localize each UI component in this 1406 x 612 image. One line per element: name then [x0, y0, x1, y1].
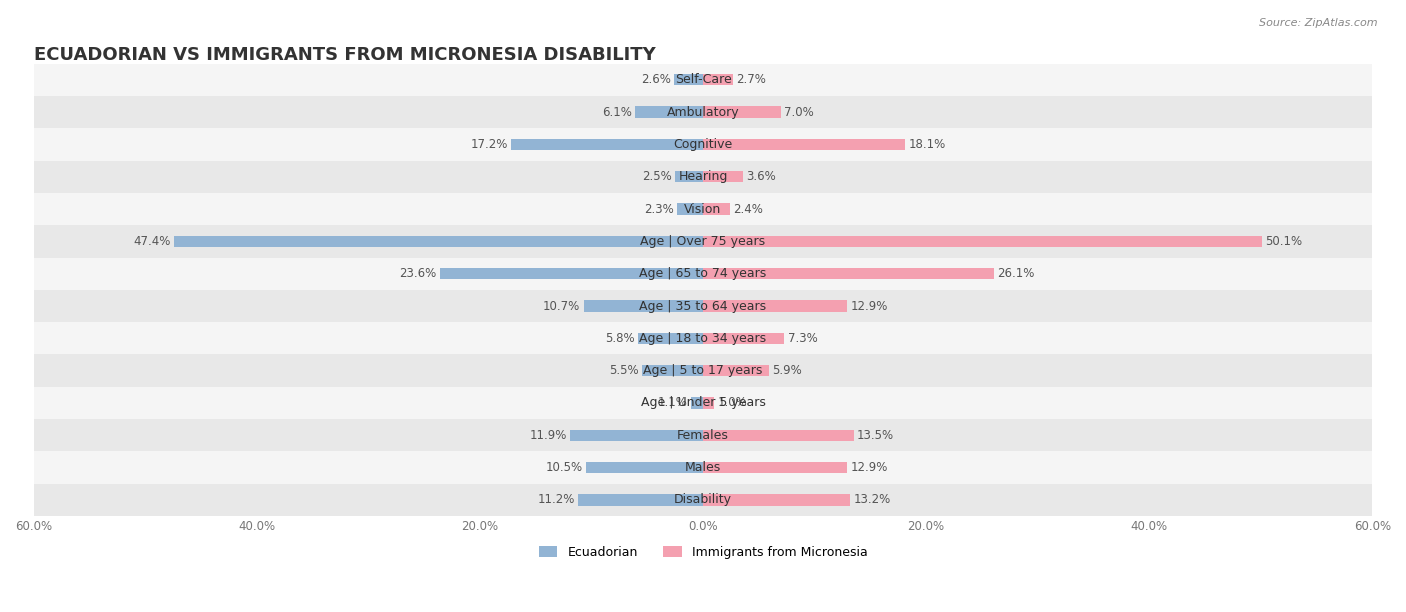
Bar: [578, 494, 703, 506]
Text: 2.5%: 2.5%: [643, 170, 672, 183]
Legend: Ecuadorian, Immigrants from Micronesia: Ecuadorian, Immigrants from Micronesia: [534, 541, 872, 564]
Bar: [34, 225, 1372, 258]
Text: Age | 18 to 34 years: Age | 18 to 34 years: [640, 332, 766, 345]
Bar: [34, 193, 1372, 225]
Text: 7.0%: 7.0%: [785, 106, 814, 119]
Bar: [34, 290, 1372, 322]
Bar: [703, 268, 994, 279]
Text: 50.1%: 50.1%: [1265, 235, 1302, 248]
Text: 11.9%: 11.9%: [530, 429, 567, 442]
Bar: [512, 139, 703, 150]
Text: Males: Males: [685, 461, 721, 474]
Bar: [703, 430, 853, 441]
Bar: [703, 300, 846, 312]
Text: 2.4%: 2.4%: [733, 203, 763, 215]
Bar: [34, 452, 1372, 483]
Bar: [703, 494, 851, 506]
Text: 2.7%: 2.7%: [737, 73, 766, 86]
Bar: [703, 333, 785, 344]
Text: 1.1%: 1.1%: [658, 397, 688, 409]
Text: 5.5%: 5.5%: [609, 364, 638, 377]
Bar: [34, 387, 1372, 419]
Bar: [34, 160, 1372, 193]
Bar: [690, 397, 703, 409]
Text: Hearing: Hearing: [678, 170, 728, 183]
Bar: [703, 74, 733, 86]
Bar: [586, 462, 703, 473]
Bar: [34, 322, 1372, 354]
Bar: [583, 300, 703, 312]
Bar: [703, 462, 846, 473]
Bar: [571, 430, 703, 441]
Bar: [34, 129, 1372, 160]
Text: 26.1%: 26.1%: [997, 267, 1035, 280]
Bar: [34, 419, 1372, 452]
Text: 13.5%: 13.5%: [858, 429, 894, 442]
Text: Age | Over 75 years: Age | Over 75 years: [641, 235, 765, 248]
Text: Ambulatory: Ambulatory: [666, 106, 740, 119]
Text: Age | 65 to 74 years: Age | 65 to 74 years: [640, 267, 766, 280]
Bar: [703, 397, 714, 409]
Text: Self-Care: Self-Care: [675, 73, 731, 86]
Text: 10.7%: 10.7%: [543, 299, 581, 313]
Bar: [675, 171, 703, 182]
Text: 47.4%: 47.4%: [134, 235, 170, 248]
Bar: [34, 258, 1372, 290]
Bar: [703, 365, 769, 376]
Text: 11.2%: 11.2%: [537, 493, 575, 507]
Bar: [641, 365, 703, 376]
Text: 7.3%: 7.3%: [787, 332, 817, 345]
Text: 5.9%: 5.9%: [772, 364, 801, 377]
Text: Age | 35 to 64 years: Age | 35 to 64 years: [640, 299, 766, 313]
Bar: [678, 203, 703, 215]
Bar: [703, 139, 905, 150]
Text: 2.6%: 2.6%: [641, 73, 671, 86]
Bar: [440, 268, 703, 279]
Text: 5.8%: 5.8%: [606, 332, 636, 345]
Text: Vision: Vision: [685, 203, 721, 215]
Bar: [34, 64, 1372, 96]
Text: Cognitive: Cognitive: [673, 138, 733, 151]
Text: 10.5%: 10.5%: [546, 461, 582, 474]
Text: 12.9%: 12.9%: [851, 299, 887, 313]
Bar: [636, 106, 703, 118]
Text: 17.2%: 17.2%: [471, 138, 508, 151]
Text: 3.6%: 3.6%: [747, 170, 776, 183]
Bar: [703, 171, 744, 182]
Text: 12.9%: 12.9%: [851, 461, 887, 474]
Bar: [34, 483, 1372, 516]
Text: Females: Females: [678, 429, 728, 442]
Bar: [34, 354, 1372, 387]
Text: Disability: Disability: [673, 493, 733, 507]
Bar: [673, 74, 703, 86]
Text: Age | 5 to 17 years: Age | 5 to 17 years: [644, 364, 762, 377]
Text: 13.2%: 13.2%: [853, 493, 891, 507]
Bar: [638, 333, 703, 344]
Bar: [34, 96, 1372, 129]
Text: 18.1%: 18.1%: [908, 138, 946, 151]
Bar: [703, 203, 730, 215]
Bar: [703, 236, 1263, 247]
Text: ECUADORIAN VS IMMIGRANTS FROM MICRONESIA DISABILITY: ECUADORIAN VS IMMIGRANTS FROM MICRONESIA…: [34, 46, 655, 64]
Text: Age | Under 5 years: Age | Under 5 years: [641, 397, 765, 409]
Text: 23.6%: 23.6%: [399, 267, 436, 280]
Text: 2.3%: 2.3%: [644, 203, 673, 215]
Text: Source: ZipAtlas.com: Source: ZipAtlas.com: [1260, 18, 1378, 28]
Bar: [174, 236, 703, 247]
Text: 6.1%: 6.1%: [602, 106, 631, 119]
Bar: [703, 106, 782, 118]
Text: 1.0%: 1.0%: [717, 397, 747, 409]
